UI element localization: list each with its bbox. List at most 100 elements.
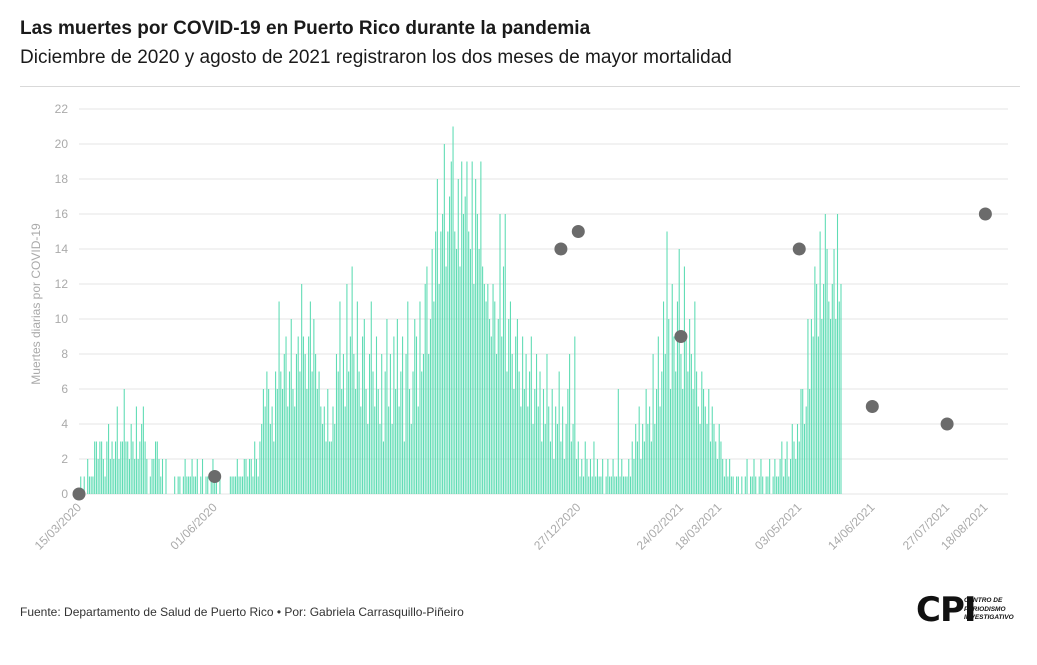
bar	[567, 389, 569, 494]
bar	[621, 459, 623, 494]
bar	[318, 371, 320, 494]
bar	[302, 336, 304, 494]
bar	[558, 371, 560, 494]
bar	[577, 441, 579, 494]
bar	[455, 249, 458, 494]
bar	[478, 249, 480, 494]
bar	[758, 476, 760, 494]
bar	[830, 319, 832, 494]
bar	[323, 406, 325, 494]
bar	[471, 161, 473, 494]
bar	[598, 476, 600, 494]
bar	[233, 476, 235, 494]
y-tick-label: 20	[55, 137, 69, 151]
y-axis-ticks: 0 2 4 6 8 10 12 14 16 18 20 22	[55, 102, 69, 501]
y-tick-label: 14	[55, 242, 69, 256]
bar	[713, 424, 715, 494]
bar	[522, 336, 524, 494]
bar	[342, 354, 344, 494]
bar	[414, 319, 416, 494]
bar	[546, 354, 548, 494]
bar	[348, 371, 350, 494]
bar	[624, 476, 626, 494]
bar	[475, 179, 477, 494]
bar	[494, 301, 496, 494]
bar	[468, 231, 470, 494]
bar	[765, 476, 767, 494]
bar	[431, 249, 433, 494]
bar	[678, 249, 680, 494]
bar	[179, 476, 181, 494]
bar	[269, 424, 271, 494]
bar	[683, 266, 685, 494]
bar	[271, 406, 273, 494]
bar	[664, 354, 666, 494]
bar	[268, 389, 270, 494]
bar	[676, 301, 678, 494]
bar	[101, 441, 103, 494]
bar	[245, 459, 247, 494]
bar	[790, 459, 792, 494]
bar	[482, 266, 484, 494]
bar	[836, 214, 839, 494]
bar	[313, 319, 315, 494]
bar	[755, 476, 757, 494]
bar	[356, 301, 358, 494]
bar	[495, 354, 498, 494]
bar	[727, 476, 729, 494]
bar	[259, 441, 261, 494]
bar	[506, 371, 508, 494]
bar	[367, 424, 369, 494]
bar	[725, 459, 727, 494]
bar	[570, 441, 572, 494]
bar	[377, 389, 379, 494]
bar	[151, 459, 153, 494]
bar	[130, 424, 132, 494]
bar	[388, 406, 390, 494]
bar	[602, 459, 604, 494]
bar	[254, 441, 256, 494]
bar	[689, 319, 691, 494]
bar	[502, 266, 505, 494]
bar	[824, 214, 826, 494]
bar	[485, 301, 487, 494]
bar	[240, 476, 242, 494]
bar	[711, 406, 713, 494]
y-tick-label: 0	[61, 487, 68, 501]
bar	[619, 476, 621, 494]
bar	[316, 389, 318, 494]
bar	[193, 476, 195, 494]
bar	[299, 371, 301, 494]
bar	[669, 389, 672, 494]
bar	[723, 476, 725, 494]
bar	[783, 476, 785, 494]
bar	[652, 354, 654, 494]
bar	[513, 389, 515, 494]
bar	[576, 459, 578, 494]
bar	[229, 476, 231, 494]
grid-lines	[79, 108, 1008, 495]
y-tick-label: 12	[55, 277, 69, 291]
bar	[102, 459, 104, 494]
x-axis-ticks: 15/03/2020 01/06/2020 27/12/2020 24/02/2021…	[32, 500, 991, 553]
bar	[786, 441, 788, 494]
bar	[276, 389, 278, 494]
bar	[137, 459, 139, 494]
bar	[266, 371, 268, 494]
bar	[407, 301, 409, 494]
bar	[332, 406, 334, 494]
bar	[534, 389, 536, 494]
bar	[156, 441, 158, 494]
bar	[556, 424, 558, 494]
bar	[325, 441, 327, 494]
bar	[255, 459, 257, 494]
highlight-point	[72, 487, 86, 501]
bar	[704, 406, 706, 494]
bar	[315, 354, 317, 494]
bar	[252, 476, 254, 494]
bar	[428, 354, 430, 494]
bar	[382, 441, 384, 494]
bar	[622, 476, 625, 494]
bar	[87, 459, 89, 494]
bar	[118, 459, 120, 494]
